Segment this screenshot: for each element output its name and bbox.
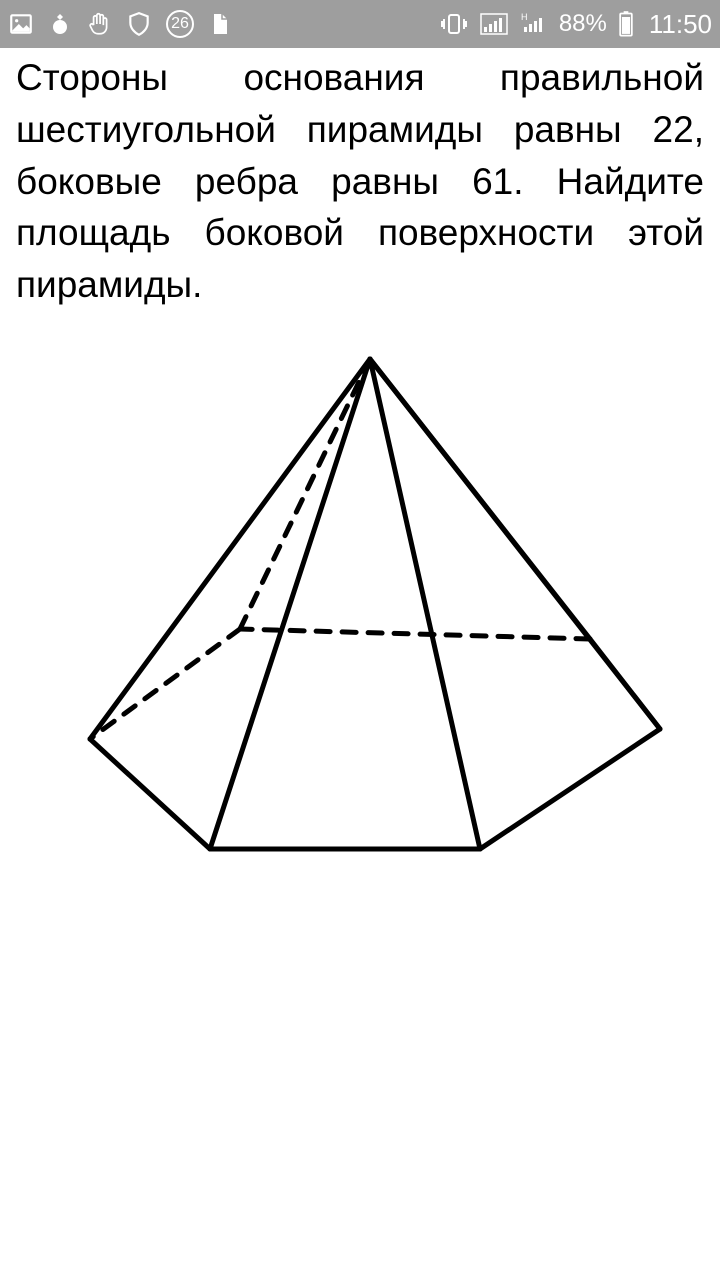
status-left: 26 [8,10,439,38]
shield-icon [126,11,152,37]
status-right: H 88% 11:50 [439,9,712,40]
svg-text:H: H [521,12,528,22]
clock-time: 11:50 [649,9,712,40]
problem-text: Стороны основания правильной шестиугольн… [16,52,704,311]
app-icon [48,11,72,37]
document-icon [208,11,232,37]
vibrate-icon [439,11,469,37]
signal-h-icon: H [519,11,549,37]
hand-icon [86,11,112,37]
content-area: Стороны основания правильной шестиугольн… [0,48,720,879]
pyramid-figure [16,339,704,879]
battery-icon [617,10,635,38]
badge-number: 26 [171,15,189,33]
hexagonal-pyramid-diagram [40,339,680,879]
image-icon [8,11,34,37]
status-bar: 26 H 88% 11:50 [0,0,720,48]
battery-percentage: 88% [559,10,607,38]
signal-bars-icon [479,11,509,37]
badge-26-icon: 26 [166,10,194,38]
